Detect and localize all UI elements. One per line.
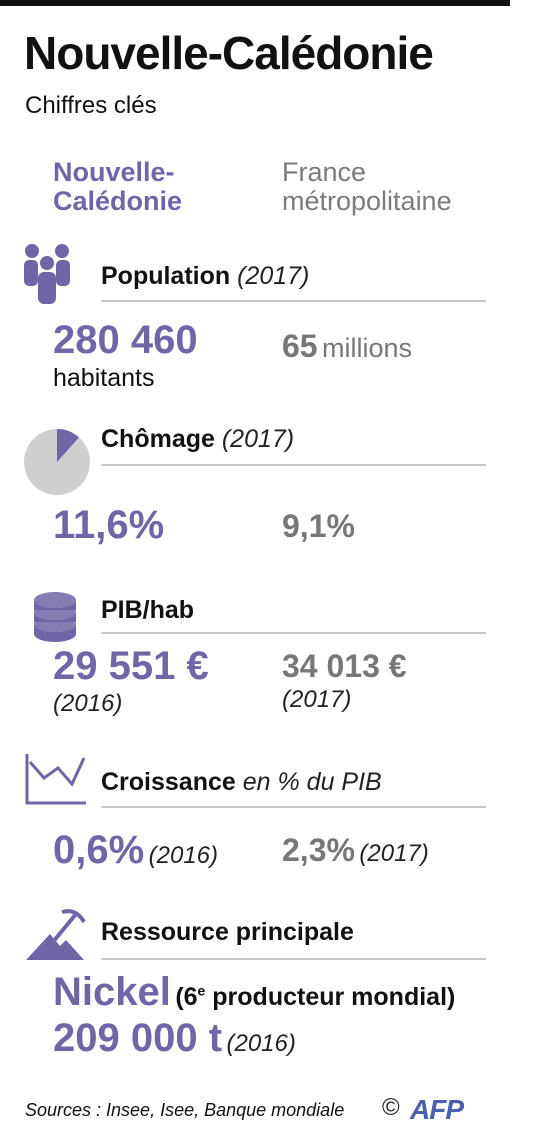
top-rule: [0, 0, 510, 6]
pie-chart-icon: [24, 429, 90, 495]
ressource-heading: Ressource principale: [101, 918, 354, 947]
chomage-nc-value: 11,6%: [53, 503, 165, 547]
ressource-detail-open: (6: [175, 983, 198, 1011]
page-subtitle: Chiffres clés: [25, 92, 157, 119]
pie-slice: [57, 429, 79, 462]
croissance-fr-year: (2017): [359, 840, 429, 867]
ressource-year: (2016): [226, 1030, 296, 1057]
chomage-fr-value: 9,1%: [282, 508, 355, 544]
pib-fr-value: 34 013 €: [282, 648, 407, 684]
population-heading: Population (2017): [101, 262, 309, 291]
croissance-nc: 0,6% (2016): [53, 828, 218, 873]
croissance-nc-value: 0,6%: [53, 828, 145, 872]
croissance-fr-value: 2,3%: [282, 832, 355, 868]
population-nc-value: 280 460: [53, 318, 198, 362]
population-fr-value: 65: [282, 328, 318, 364]
pib-separator: [101, 632, 486, 634]
chomage-heading: Chômage (2017): [101, 425, 294, 454]
column-header-nc-line2: Calédonie: [53, 186, 183, 216]
ressource-main: Nickel: [53, 970, 171, 1014]
population-year: (2017): [237, 262, 310, 290]
column-header-fr: France métropolitaine: [282, 158, 452, 216]
ressource-detail-sup: e: [197, 982, 206, 999]
pib-fr-year: (2017): [282, 686, 352, 713]
sources-note: Sources : Insee, Isee, Banque mondiale: [25, 1100, 345, 1120]
croissance-label: Croissance: [101, 768, 236, 796]
population-nc-unit: habitants: [53, 364, 155, 392]
ressource-detail-rest: producteur mondial): [205, 983, 456, 1011]
chomage-separator: [101, 464, 486, 466]
pib-nc-year: (2016): [53, 690, 123, 717]
pib-label: PIB/hab: [101, 596, 195, 624]
people-icon: [24, 244, 70, 304]
ressource-separator: [101, 958, 486, 960]
growth-chart-icon: [25, 754, 86, 805]
croissance-fr: 2,3% (2017): [282, 832, 429, 869]
population-fr: 65 millions: [282, 328, 412, 365]
chomage-year: (2017): [221, 425, 295, 453]
pib-heading: PIB/hab: [101, 596, 194, 625]
ressource-main-row: Nickel (6e producteur mondial): [53, 970, 455, 1015]
column-header-fr-line1: France: [282, 157, 367, 187]
ressource-detail: (6e producteur mondial): [175, 983, 455, 1011]
column-header-fr-line2: métropolitaine: [282, 186, 452, 216]
page-title: Nouvelle-Calédonie: [24, 27, 434, 79]
croissance-nc-year: (2016): [148, 842, 218, 869]
copyright-symbol: ©: [382, 1094, 400, 1121]
population-label: Population: [101, 262, 231, 290]
mine-pickaxe-icon: [26, 909, 86, 960]
ressource-label: Ressource principale: [101, 918, 354, 946]
ressource-tonnage: 209 000 t: [53, 1016, 223, 1060]
ressource-tonnage-row: 209 000 t (2016): [53, 1016, 296, 1061]
croissance-separator: [101, 806, 486, 808]
population-separator: [101, 300, 486, 302]
pib-nc-value: 29 551 €: [53, 644, 209, 688]
column-header-nc-line1: Nouvelle-: [53, 157, 175, 187]
coins-icon: [34, 592, 76, 642]
column-header-nc: Nouvelle- Calédonie: [53, 158, 182, 216]
afp-logo: AFP: [410, 1094, 464, 1125]
chomage-label: Chômage: [101, 425, 215, 453]
croissance-heading: Croissance en % du PIB: [101, 768, 382, 797]
population-fr-unit: millions: [322, 333, 413, 363]
croissance-label-suffix: en % du PIB: [242, 768, 382, 796]
